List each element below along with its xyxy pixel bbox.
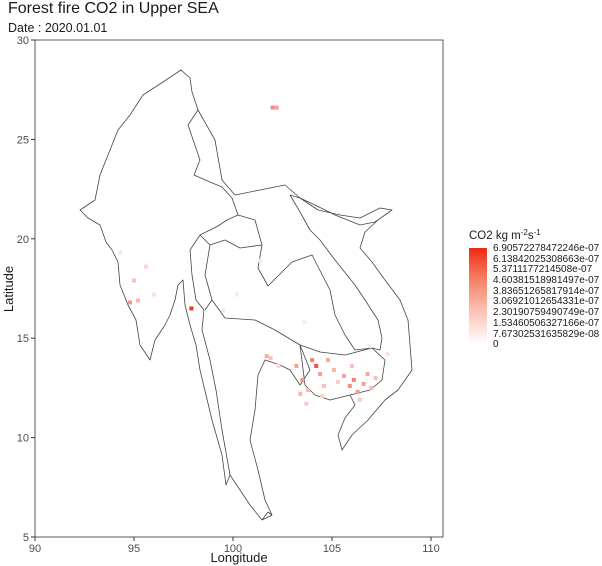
co2-cell (302, 320, 307, 325)
co2-cell (351, 377, 356, 382)
co2-cell (118, 250, 123, 255)
co2-cell (298, 391, 303, 396)
co2-cell (189, 306, 194, 311)
co2-cell (294, 364, 299, 368)
y-tick-label: 10 (17, 433, 29, 445)
x-tick-label: 105 (323, 543, 341, 555)
x-axis-title: Longitude (210, 550, 267, 565)
border-myanmar (79, 69, 239, 486)
chart-title: Forest fire CO2 in Upper SEA (8, 0, 219, 17)
chart-subtitle: Date : 2020.01.01 (8, 21, 108, 35)
co2-cell (326, 358, 330, 363)
co2-cell (306, 387, 311, 392)
legend-label: 1.53460506327166e-07 (493, 317, 600, 329)
colorbar (469, 248, 487, 344)
co2-cell (151, 292, 156, 297)
x-tick-label: 110 (422, 543, 440, 555)
legend-title: CO2 kg m-2s-1 (469, 228, 541, 242)
y-tick-label: 25 (17, 134, 29, 146)
x-axis: 90 95 100 105 110 Longitude (29, 537, 440, 565)
co2-cells (118, 105, 390, 406)
co2-cell (221, 308, 226, 313)
co2-cell (128, 300, 132, 305)
co2-cell (318, 372, 323, 376)
co2-cell (276, 364, 281, 368)
legend-label: 3.83651265817914e-07 (493, 285, 600, 297)
co2-cell (367, 344, 372, 349)
co2-cell (347, 383, 352, 388)
colorbar-legend: CO2 kg m-2s-1 6.90572278472246e-07 6.138… (469, 228, 599, 350)
x-tick-label: 100 (224, 543, 242, 555)
co2-cell (264, 354, 269, 359)
country-borders (79, 69, 413, 521)
co2-cell (357, 397, 362, 402)
co2-cell (369, 385, 374, 390)
co2-cell (320, 393, 325, 398)
border-vietnam (289, 194, 413, 451)
legend-label: 6.13842025308663e-07 (493, 253, 600, 265)
y-tick-label: 20 (17, 234, 29, 246)
legend-label: 7.67302531635829e-08 (493, 328, 600, 340)
co2-cell (332, 368, 336, 372)
y-tick-label: 15 (17, 333, 29, 345)
border-malaysia (261, 511, 273, 521)
co2-cell (136, 298, 140, 303)
co2-cell (310, 358, 315, 363)
co2-cell (385, 352, 390, 357)
co2-cell (143, 264, 148, 269)
co2-cell (335, 379, 340, 384)
co2-cell (322, 383, 327, 388)
co2-cell (361, 381, 366, 386)
co2-cell (373, 376, 378, 380)
legend-label: 0 (493, 339, 499, 351)
co2-cell (349, 364, 354, 368)
x-tick-label: 95 (128, 543, 140, 555)
legend-label: 2.30190759490749e-07 (493, 307, 600, 319)
co2-cell (132, 278, 136, 283)
co2-cell (365, 372, 370, 376)
co2-cell (268, 356, 273, 361)
co2-cell (314, 364, 319, 368)
border-china (197, 109, 393, 219)
border-laos (237, 194, 383, 351)
legend-label: 3.06921012654331e-07 (493, 296, 600, 308)
co2-cell (270, 105, 275, 110)
plot-panel (34, 39, 444, 538)
co2-cell (304, 401, 309, 406)
co2-cell (274, 105, 279, 110)
legend-label: 5.3711177214508e-07 (493, 264, 593, 276)
border-thailand (199, 234, 311, 521)
border-cambodia (299, 344, 386, 401)
co2-cell (341, 374, 346, 378)
y-tick-label: 5 (23, 532, 29, 544)
co2-cell (258, 258, 263, 263)
y-axis-title: Latitude (1, 266, 16, 312)
y-axis: 5 10 15 20 25 30 Latitude (1, 35, 35, 544)
co2-cell (235, 292, 239, 297)
legend-label: 6.90572278472246e-07 (493, 243, 600, 254)
y-tick-label: 30 (17, 35, 29, 47)
x-tick-label: 90 (29, 543, 41, 555)
legend-label: 4.60381518981497e-07 (493, 275, 600, 287)
co2-cell (300, 377, 305, 382)
co2-cell (355, 389, 360, 394)
